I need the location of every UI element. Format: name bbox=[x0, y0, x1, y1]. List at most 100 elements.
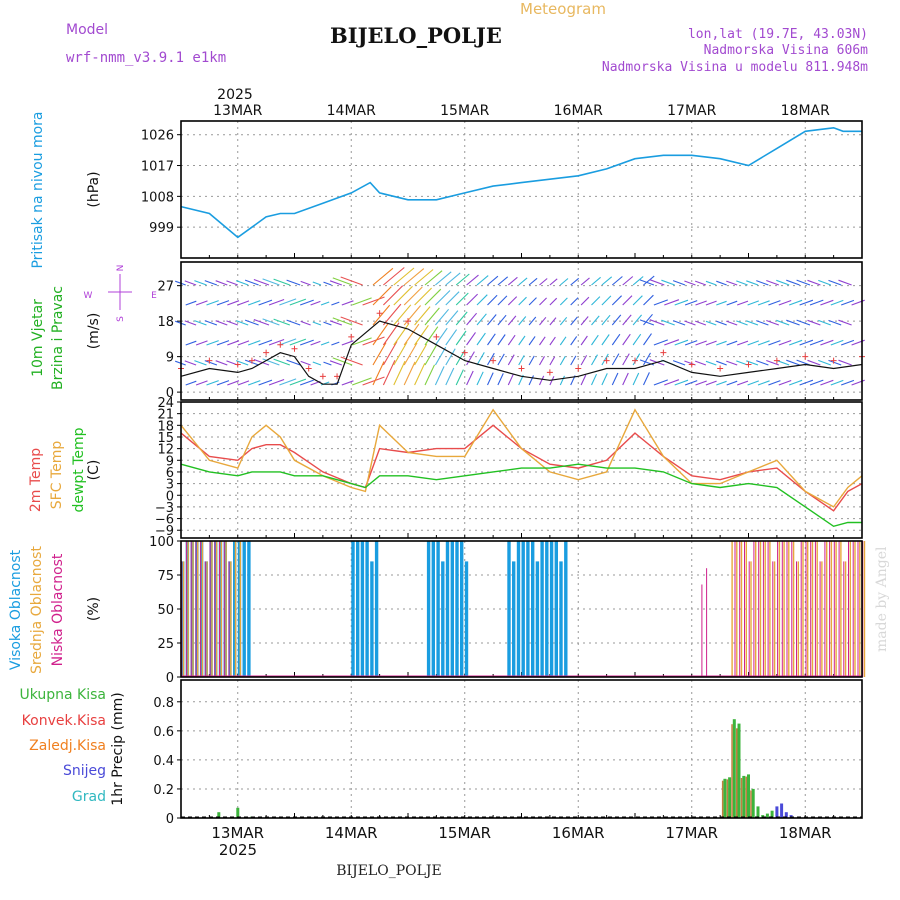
cloud-bar bbox=[549, 541, 554, 677]
precip-bar bbox=[728, 777, 732, 818]
cloud-bar bbox=[228, 561, 230, 677]
cloud-bar bbox=[237, 541, 242, 677]
cloud-bar bbox=[464, 561, 469, 677]
compass-n: N bbox=[116, 265, 126, 272]
cloud-bar bbox=[786, 541, 788, 677]
precip-legend-label: Ukupna Kisa bbox=[19, 687, 106, 703]
y-axis-label: (m/s) bbox=[86, 313, 102, 350]
y-tick-label: 0 bbox=[166, 386, 174, 401]
cloud-bar bbox=[807, 541, 809, 677]
y-tick-label: −3 bbox=[155, 501, 174, 516]
compass-e: E bbox=[151, 291, 157, 301]
cloud-bar bbox=[370, 561, 374, 677]
model-name: wrf-nmm_v3.9.1 e1km bbox=[66, 50, 226, 66]
cloud-bar bbox=[204, 561, 206, 677]
high-cloud-bars bbox=[181, 541, 568, 677]
y-tick-label: 0.6 bbox=[153, 725, 174, 740]
cloud-bar bbox=[230, 561, 232, 677]
cloud-bar bbox=[247, 541, 251, 677]
cloud-bar bbox=[731, 541, 733, 677]
cloud-panel: 0 25 50 75 100 (%) bbox=[86, 535, 866, 686]
low-cloud-side-label: Niska Oblacnost bbox=[50, 553, 66, 666]
cloud-bar bbox=[852, 541, 854, 677]
top-year: 2025 bbox=[217, 87, 253, 103]
high-cloud-side-label: Visoka Oblacnost bbox=[8, 549, 24, 670]
low-cloud-bars bbox=[181, 541, 864, 677]
bottom-day-label: 13MAR bbox=[211, 824, 264, 842]
cloud-bar bbox=[531, 541, 535, 677]
cloud-bar bbox=[214, 541, 218, 677]
cloud-bar bbox=[436, 541, 440, 677]
pressure-side-label: Pritisak na nivou mora bbox=[30, 111, 46, 268]
y-tick-label: 0.8 bbox=[153, 696, 174, 711]
cloud-bar bbox=[356, 541, 360, 677]
cloud-bar bbox=[239, 541, 241, 677]
cloud-bar bbox=[859, 541, 861, 677]
y-tick-label: 1026 bbox=[141, 129, 174, 144]
cloud-bar bbox=[526, 541, 530, 677]
precip-bar bbox=[723, 778, 727, 818]
cloud-bar bbox=[450, 541, 454, 677]
cloud-bar bbox=[185, 541, 187, 677]
bottom-day-labels: 13MAR 14MAR 15MAR 16MAR 17MAR 18MAR bbox=[211, 824, 831, 842]
model-label: Model bbox=[66, 22, 108, 38]
wind-panel: 0 9 18 27 (m/s) bbox=[86, 261, 865, 401]
y-tick-label: 75 bbox=[157, 569, 174, 584]
y-tick-label: 0.4 bbox=[153, 754, 174, 769]
model-altitude: Nadmorska Visina u modelu 811.948m bbox=[602, 60, 868, 75]
cloud-bar bbox=[215, 541, 218, 677]
cloud-bar bbox=[351, 541, 355, 677]
precip-bar bbox=[747, 774, 750, 818]
top-day-label: 13MAR bbox=[213, 103, 262, 119]
precip-bar bbox=[737, 723, 741, 818]
y-tick-label: 0 bbox=[166, 812, 174, 827]
cloud-bar bbox=[792, 541, 795, 677]
temp2m-line bbox=[180, 424, 863, 512]
cloud-bar bbox=[821, 561, 823, 677]
mid-cloud-side-label: Srednja Oblacnost bbox=[29, 546, 45, 674]
cloud-bar bbox=[843, 561, 845, 677]
cloud-bar bbox=[758, 541, 760, 677]
cloud-bar bbox=[192, 541, 194, 677]
cloud-bar bbox=[824, 541, 826, 677]
precip-bar bbox=[770, 810, 774, 818]
cloud-bar bbox=[211, 541, 213, 677]
precip-bar bbox=[217, 812, 221, 818]
cloud-bar bbox=[767, 541, 769, 677]
y-tick-label: 24 bbox=[157, 396, 174, 411]
cloud-bar bbox=[805, 541, 807, 677]
y-tick-label: −6 bbox=[155, 513, 174, 528]
precip-legend-label: Grad bbox=[72, 789, 106, 805]
y-tick-label: 27 bbox=[157, 280, 174, 295]
y-tick-label: 21 bbox=[157, 408, 174, 423]
wind-compass: N E W S bbox=[84, 265, 158, 322]
cloud-bar bbox=[811, 541, 814, 677]
cloud-bar bbox=[769, 541, 771, 677]
compass-w: W bbox=[84, 291, 93, 301]
precip-bar bbox=[784, 812, 788, 818]
cloud-bar bbox=[778, 541, 781, 677]
cloud-bar bbox=[195, 541, 197, 677]
cloud-bar bbox=[800, 541, 802, 677]
precip-bar bbox=[780, 803, 784, 818]
cloud-bar bbox=[744, 541, 745, 677]
bottom-day-label: 18MAR bbox=[779, 824, 832, 842]
cloud-bar bbox=[706, 568, 708, 677]
cloud-bar bbox=[739, 541, 741, 677]
cloud-bar bbox=[426, 541, 431, 677]
precip-legend-label: Zaledj.Kisa bbox=[29, 738, 106, 754]
cloud-bar bbox=[788, 541, 790, 677]
y-tick-label: 50 bbox=[157, 603, 174, 618]
cloud-bar bbox=[190, 541, 194, 677]
cloud-bar bbox=[200, 541, 202, 677]
precip-bar bbox=[732, 719, 736, 818]
cloud-bar bbox=[796, 561, 797, 677]
sfc-side-label: SFC Temp bbox=[49, 441, 65, 510]
y-tick-label: 9 bbox=[166, 351, 174, 366]
cloud-bar bbox=[848, 541, 849, 677]
cloud-bar bbox=[554, 541, 558, 677]
precip-bar bbox=[765, 813, 769, 818]
cloud-bar bbox=[844, 561, 847, 677]
cloud-bar bbox=[814, 541, 816, 677]
y-tick-label: 9 bbox=[166, 454, 174, 469]
